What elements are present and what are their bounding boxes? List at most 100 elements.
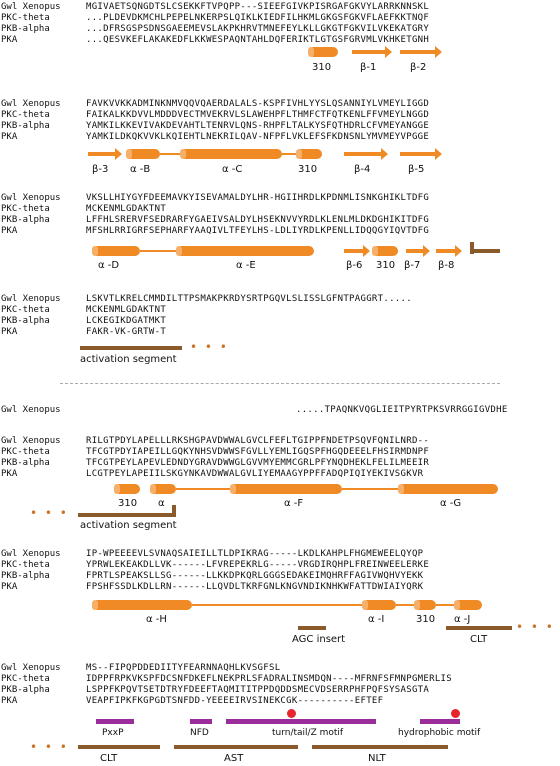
- strand-b4: [344, 148, 388, 160]
- ss-label: β-8: [438, 260, 455, 271]
- segment-label: CLT: [470, 634, 488, 645]
- continuation-dots: • • •: [30, 740, 69, 754]
- coil: [140, 250, 176, 252]
- ss-label: β-7: [404, 260, 421, 271]
- segment-start-bar: [470, 249, 500, 253]
- segment-label: AST: [224, 753, 244, 764]
- ss-label: β-3: [92, 164, 109, 175]
- ss-label: β-4: [354, 164, 371, 175]
- motif-label: NFD: [190, 728, 209, 738]
- ss-label: β-1: [360, 62, 377, 73]
- ss-label: α -G: [440, 498, 462, 509]
- helix-310: [308, 47, 338, 57]
- nfd-motif-bar: [190, 719, 212, 724]
- helix-aC: [180, 149, 282, 159]
- segment-label: activation segment: [80, 520, 177, 531]
- seq-name: PKB-alpha: [1, 685, 50, 695]
- helix-aE: [176, 246, 314, 256]
- seq-residues: RILGTPDYLAPELLLRKSHGPAVDWWALGVCLFEFLTGIP…: [86, 436, 430, 446]
- seq-residues: VEAPFIPKFKGPGDTSNFDD-YEEEEIRVSINEKCGK---…: [86, 696, 384, 706]
- hydrophobic-motif-bar: [420, 719, 460, 724]
- seq-residues: MCKENMLGDAKTNT: [86, 305, 167, 315]
- seq-residues: LCGTPEYLAPEIILSKGYNKAVDWWALGVLIYEMAAGYPP…: [86, 469, 424, 479]
- seq-residues: LSKVTLKRELCMMDILTTPSMAKPKRDYSRTPGQVLSLIS…: [86, 294, 412, 304]
- seq-name: PKB-alpha: [1, 458, 50, 468]
- motif-label: PxxP: [102, 728, 124, 738]
- seq-name: PKB-alpha: [1, 215, 50, 225]
- seq-name: PKB-alpha: [1, 571, 50, 581]
- seq-name: Gwl Xenopus: [1, 193, 61, 203]
- strand-b5: [400, 148, 442, 160]
- ss-label: α -E: [236, 260, 256, 271]
- coil: [342, 488, 398, 490]
- continuation-dots: • • •: [190, 340, 229, 354]
- seq-residues: LCKEGIKDGATMKT: [86, 316, 167, 326]
- coil: [282, 153, 296, 155]
- clt-bar: [446, 626, 512, 630]
- seq-name: PKC-theta: [1, 674, 50, 684]
- seq-residues: MFSHLRRIGRFSEPHARFYAAQIVLTFEYLHS-LDLIYRD…: [86, 226, 430, 236]
- ss-label: 310: [376, 260, 396, 271]
- seq-residues: YAMKILKKEVIVAKDEVAHTLTENRVLQNS-RHPFLTALK…: [86, 121, 430, 131]
- continuation-dots: • • •: [30, 506, 69, 520]
- seq-name: Gwl Xenopus: [1, 294, 61, 304]
- helix-310: [114, 484, 140, 494]
- seq-name: PKC-theta: [1, 204, 50, 214]
- coil: [192, 604, 362, 606]
- ss-label: 310: [312, 62, 332, 73]
- seq-name: PKA: [1, 35, 18, 45]
- strand-b2: [400, 46, 442, 58]
- seq-name: Gwl Xenopus: [1, 2, 61, 12]
- seq-residues: VKSLLHIYGYFDEEMAVKYISEVAMALDYLHR-HGIIHRD…: [86, 193, 430, 203]
- agc-insert-bar: [298, 626, 326, 630]
- strand-b7: [406, 245, 430, 257]
- strand-b8: [436, 245, 462, 257]
- seq-name: PKA: [1, 226, 18, 236]
- seq-name: Gwl Xenopus: [1, 99, 61, 109]
- continuation-dots: • • •: [516, 620, 555, 634]
- seq-residues: FPRTLSPEAKSLLSG------LLKKDPKQRLGGGSEDAKE…: [86, 571, 424, 581]
- helix-aH: [92, 600, 192, 610]
- seq-name: PKC-theta: [1, 13, 50, 23]
- seq-residues: FAVKVVKKADMINKNMVQQVQAERDALALS-KSPFIVHLY…: [86, 99, 430, 109]
- seq-name: PKB-alpha: [1, 24, 50, 34]
- turn-motif-bar: [226, 719, 376, 724]
- ss-label: 310: [416, 614, 436, 625]
- phospho-site-dot: [287, 709, 296, 718]
- seq-residues: FAIKALKKDVVLMDDDVECTMVEKRVLSLAWEHPFLTHMF…: [86, 110, 430, 120]
- ss-label: β-5: [408, 164, 425, 175]
- segment-label: NLT: [368, 753, 386, 764]
- seq-residues: MGIVAETSQNGDTSLCSEKKFTVPQPP---SIEEFGIVKP…: [86, 2, 430, 12]
- seq-residues: ...PLDEVDKMCHLPEPELNKERPSLQIKLKIEDFILHKM…: [86, 13, 430, 23]
- ss-label: 310: [298, 164, 318, 175]
- seq-name: PKB-alpha: [1, 316, 50, 326]
- seq-residues: LSPPFKPQVTSETDTRYFDEEFTAQMITITPPDQDDSMEC…: [86, 685, 430, 695]
- strand-b6: [344, 245, 370, 257]
- nlt-bar: [312, 745, 448, 749]
- seq-name: PKA: [1, 132, 18, 142]
- ss-label: 310: [118, 498, 138, 509]
- seq-residues: ...DFRSGSPSDNSGAEEMEVSLAKPKHRVTMNEFEYLKL…: [86, 24, 430, 34]
- ss-label: α -C: [222, 164, 243, 175]
- strand-b3: [88, 148, 122, 160]
- coil: [396, 604, 414, 606]
- seq-residues: LFFHLSRERVFSEDRARFYGAEIVSALDYLHSEKNVVYRD…: [86, 215, 430, 225]
- seq-residues: TFCGTPEYLAPEVLEDNDYGRAVDWWGLGVVMYEMMCGRL…: [86, 458, 430, 468]
- seq-name: PKA: [1, 582, 18, 592]
- seq-name: PKA: [1, 696, 18, 706]
- helix-aD: [92, 246, 140, 256]
- seq-residues: IDPPFRPKVKSPFDCSNFDKEFLNEKPRLSFADRALINSM…: [86, 674, 452, 684]
- ss-label: β-6: [346, 260, 363, 271]
- ss-label: α -B: [130, 164, 151, 175]
- seq-name: PKC-theta: [1, 110, 50, 120]
- ast-bar: [174, 745, 298, 749]
- segment-label: AGC insert: [292, 634, 346, 645]
- helix-aB: [126, 149, 160, 159]
- seq-residues: YPRWLEKEAKDLLVK------LFVREPEKRLG-----VRG…: [86, 560, 430, 570]
- ss-label: β-2: [410, 62, 427, 73]
- ss-label: α -I: [368, 614, 385, 625]
- segment-tick: [470, 242, 474, 254]
- seq-name: PKC-theta: [1, 305, 50, 315]
- seq-residues: YAMKILDKQKVVKLKQIEHTLNEKRILQAV-NFPFLVKLE…: [86, 132, 430, 142]
- seq-residues: MCKENMLGDAKTNT: [86, 204, 167, 214]
